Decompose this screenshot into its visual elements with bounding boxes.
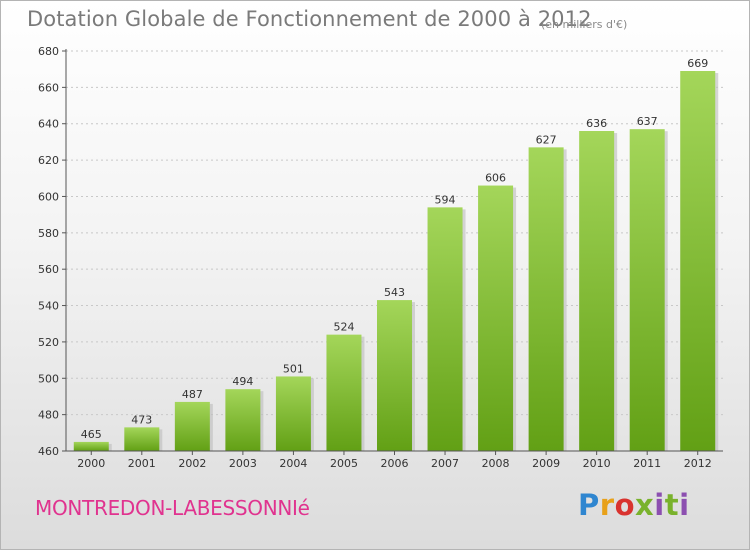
x-tick-label: 2010 <box>583 457 611 470</box>
y-tick-labels: 460 480 500 520 540 560 580 600 620 640 660 680 <box>38 45 59 458</box>
x-tick-label: 2002 <box>178 457 206 470</box>
bar-2004 <box>275 376 311 451</box>
y-tick-label: 480 <box>38 409 59 422</box>
bar-2009 <box>528 147 564 451</box>
axes <box>65 49 723 455</box>
value-labels: 465 473 487 494 501 524 543 594 606 627 636 637 669 <box>81 57 708 441</box>
value-label: 465 <box>81 428 102 441</box>
y-tick-label: 620 <box>38 154 59 167</box>
y-tick-label: 500 <box>38 372 59 385</box>
value-label: 637 <box>637 115 658 128</box>
y-tick-label: 460 <box>38 445 59 458</box>
x-tick-label: 2009 <box>532 457 560 470</box>
y-tick-label: 660 <box>38 81 59 94</box>
x-tick-labels: 2000 2001 2002 2003 2004 2005 2006 2007 2008 2009… <box>77 457 711 470</box>
bar-2001 <box>124 427 160 451</box>
bar-2010 <box>579 131 615 451</box>
x-tick-label: 2007 <box>431 457 459 470</box>
bar-2002 <box>174 401 210 451</box>
commune-name: MONTREDON-LABESSONNIé <box>35 496 310 520</box>
bars <box>73 71 716 451</box>
bar-2005 <box>326 334 362 451</box>
x-tick-label: 2012 <box>684 457 712 470</box>
y-tick-label: 640 <box>38 118 59 131</box>
bar-2003 <box>225 389 261 451</box>
bar-2006 <box>377 300 412 451</box>
value-label: 669 <box>687 57 708 70</box>
x-tick-label: 2008 <box>482 457 510 470</box>
x-tick-label: 2005 <box>330 457 358 470</box>
y-tick-label: 520 <box>38 336 59 349</box>
value-label: 473 <box>131 413 152 426</box>
grid-lines <box>62 50 723 452</box>
value-label: 627 <box>536 133 557 146</box>
value-label: 487 <box>182 388 203 401</box>
x-tick-label: 2000 <box>77 457 105 470</box>
y-tick-label: 540 <box>38 300 59 313</box>
proxiti-logo: Proxiti <box>578 488 690 522</box>
x-tick-label: 2006 <box>381 457 409 470</box>
x-tick-label: 2011 <box>633 457 661 470</box>
x-tick-label: 2001 <box>128 457 156 470</box>
y-tick-label: 600 <box>38 190 59 203</box>
value-label: 524 <box>333 321 354 334</box>
y-tick-label: 680 <box>38 45 59 58</box>
bar-2008 <box>478 185 514 451</box>
chart-subtitle: (en milliers d'€) <box>541 18 628 31</box>
value-label: 543 <box>384 286 405 299</box>
value-label: 636 <box>586 117 607 130</box>
bar-2012 <box>680 71 716 451</box>
x-tick-label: 2003 <box>229 457 257 470</box>
bar-2011 <box>629 129 665 451</box>
value-label: 594 <box>435 193 456 206</box>
y-tick-label: 580 <box>38 227 59 240</box>
value-label: 501 <box>283 362 304 375</box>
chart-title: Dotation Globale de Fonctionnement de 20… <box>27 7 592 31</box>
value-label: 606 <box>485 172 506 185</box>
bar-2000 <box>73 441 109 451</box>
y-tick-label: 560 <box>38 263 59 276</box>
x-tick-label: 2004 <box>279 457 307 470</box>
bar-2007 <box>427 207 463 451</box>
value-label: 494 <box>232 375 253 388</box>
